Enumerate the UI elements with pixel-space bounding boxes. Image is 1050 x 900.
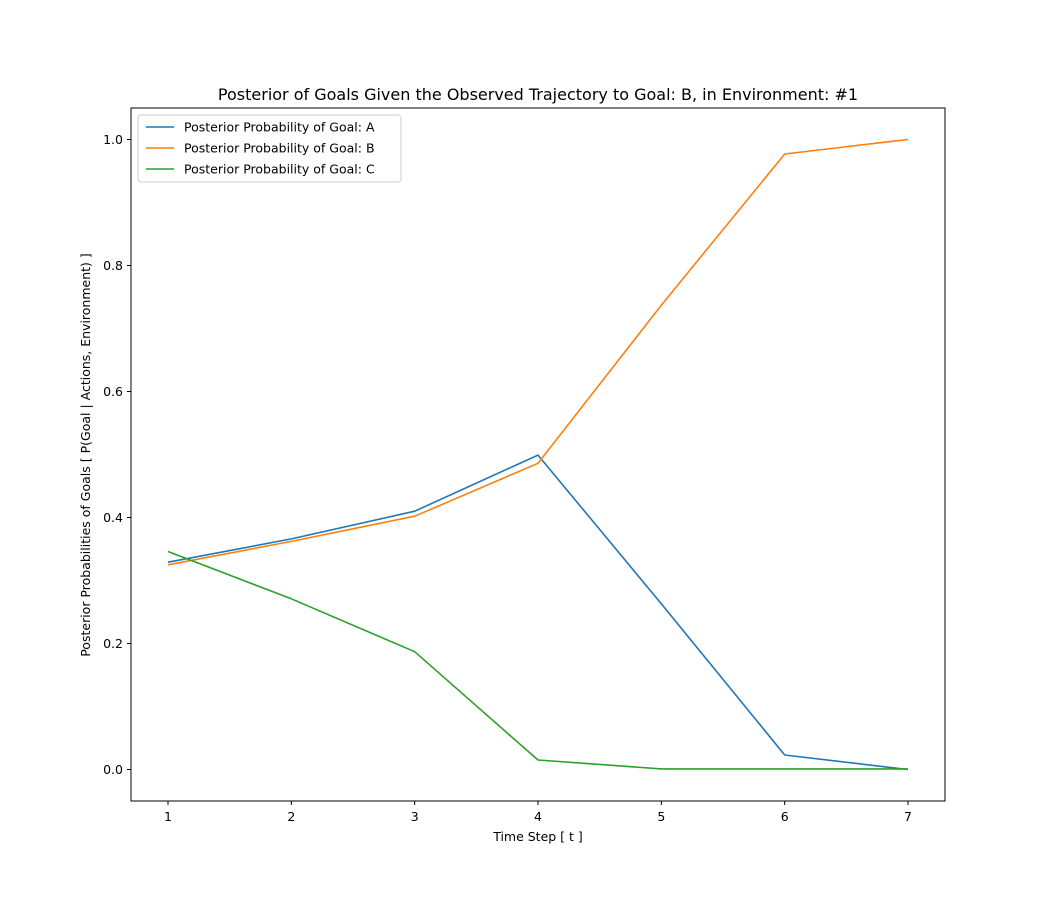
y-tick-label: 0.6 bbox=[103, 384, 123, 399]
plot-lines bbox=[167, 138, 909, 771]
chart-title: Posterior of Goals Given the Observed Tr… bbox=[218, 85, 858, 104]
series-line-b bbox=[167, 138, 909, 566]
x-tick-label: 7 bbox=[904, 809, 912, 824]
legend-box bbox=[137, 114, 402, 183]
y-tick-label: 0.2 bbox=[103, 636, 123, 651]
legend: Posterior Probability of Goal: A Posterio… bbox=[137, 114, 402, 183]
x-tick-label: 6 bbox=[781, 809, 789, 824]
y-tick-label: 1.0 bbox=[103, 132, 123, 147]
x-axis-label: Time Step [ t ] bbox=[492, 829, 583, 844]
series-line-c bbox=[167, 550, 908, 770]
y-axis: 0.0 0.2 0.4 0.6 0.8 1.0 bbox=[103, 132, 131, 777]
x-tick-label: 4 bbox=[534, 809, 542, 824]
legend-label-c: Posterior Probability of Goal: C bbox=[184, 162, 375, 177]
y-tick-label: 0.0 bbox=[103, 762, 123, 777]
x-tick-label: 3 bbox=[411, 809, 419, 824]
y-tick-label: 0.4 bbox=[103, 510, 123, 525]
legend-label-b: Posterior Probability of Goal: B bbox=[184, 141, 375, 156]
x-tick-label: 5 bbox=[657, 809, 665, 824]
x-tick-label: 1 bbox=[164, 809, 172, 824]
x-tick-label: 2 bbox=[287, 809, 295, 824]
x-axis: 1 2 3 4 5 6 7 bbox=[164, 801, 912, 824]
y-axis-label: Posterior Probabilities of Goals [ P(Goa… bbox=[78, 253, 93, 657]
y-tick-label: 0.8 bbox=[103, 258, 123, 273]
legend-label-a: Posterior Probability of Goal: A bbox=[184, 120, 375, 135]
series-line-a bbox=[167, 454, 909, 771]
